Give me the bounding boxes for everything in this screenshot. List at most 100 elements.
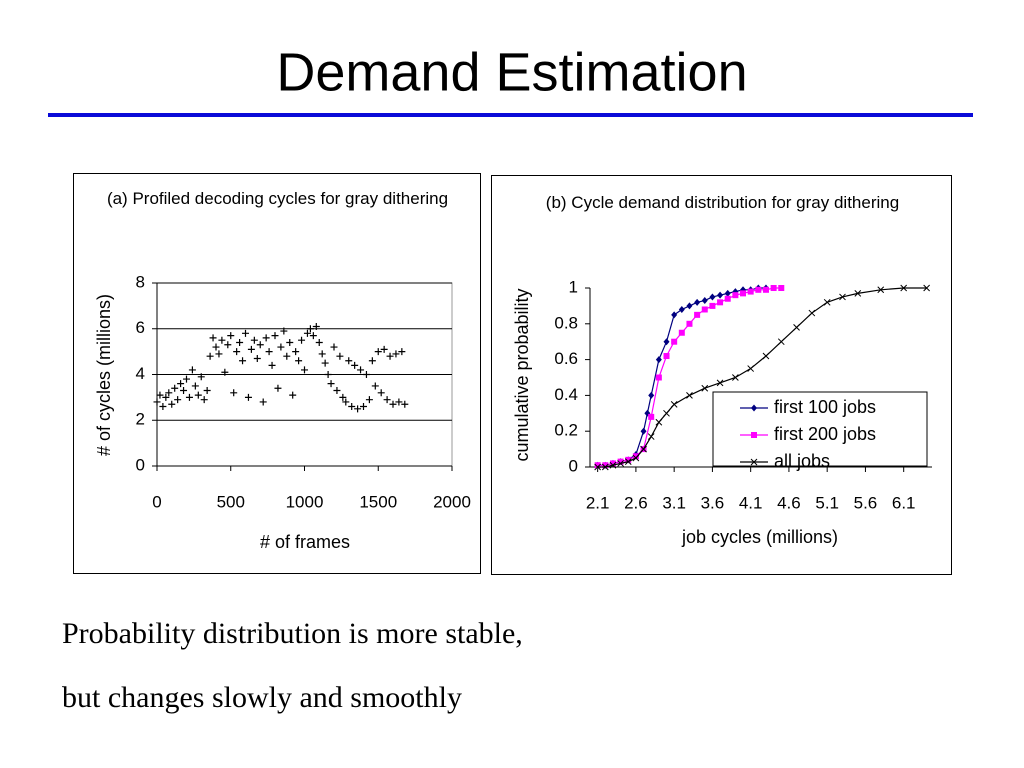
data-point bbox=[717, 291, 724, 299]
data-point bbox=[747, 288, 754, 295]
data-point bbox=[389, 400, 397, 408]
x-tick-label: 2.1 bbox=[586, 493, 610, 512]
data-point bbox=[271, 332, 279, 340]
slide-title: Demand Estimation bbox=[276, 42, 747, 102]
data-point bbox=[770, 285, 777, 291]
data-point bbox=[259, 398, 267, 406]
data-point bbox=[185, 393, 193, 401]
legend-marker bbox=[751, 432, 757, 438]
data-point bbox=[716, 379, 724, 387]
data-point bbox=[168, 400, 176, 408]
data-point bbox=[762, 352, 770, 360]
y-tick-label: 0 bbox=[569, 456, 578, 475]
y-tick-label: 8 bbox=[136, 272, 145, 291]
data-point bbox=[648, 391, 655, 399]
y-axis-label: cumulative probability bbox=[512, 288, 532, 461]
data-point bbox=[345, 357, 353, 365]
legend-label: first 200 jobs bbox=[774, 424, 876, 444]
data-point bbox=[663, 409, 670, 417]
chart-title-box: (b) Cycle demand distribution for gray d… bbox=[546, 193, 899, 212]
data-point bbox=[648, 413, 655, 420]
data-point bbox=[694, 311, 701, 318]
data-point bbox=[247, 345, 255, 353]
legend-label: first 100 jobs bbox=[774, 397, 876, 417]
data-point bbox=[306, 325, 314, 333]
x-tick-label: 6.1 bbox=[892, 493, 916, 512]
data-point bbox=[200, 396, 208, 404]
data-point bbox=[250, 336, 258, 344]
data-point bbox=[777, 338, 785, 346]
data-point bbox=[177, 380, 185, 388]
data-point bbox=[206, 352, 214, 360]
data-point bbox=[383, 396, 391, 404]
x-tick-label: 1000 bbox=[286, 492, 324, 511]
x-tick-label: 3.6 bbox=[701, 493, 725, 512]
data-point bbox=[632, 454, 640, 462]
x-axis-label: # of frames bbox=[260, 532, 350, 552]
data-point bbox=[171, 384, 179, 392]
data-point bbox=[180, 387, 188, 395]
data-point bbox=[295, 357, 303, 365]
data-point bbox=[153, 398, 161, 406]
y-tick-label: 0.2 bbox=[554, 421, 578, 440]
data-point bbox=[183, 375, 190, 383]
data-point bbox=[280, 327, 288, 335]
data-point bbox=[209, 334, 217, 342]
data-point bbox=[678, 329, 685, 336]
data-point bbox=[156, 391, 164, 399]
x-tick-label: 500 bbox=[217, 492, 245, 511]
data-point bbox=[242, 329, 249, 337]
data-point bbox=[609, 460, 616, 467]
data-point bbox=[318, 350, 326, 358]
data-point bbox=[601, 463, 609, 471]
y-tick-label: 0.6 bbox=[554, 349, 578, 368]
data-point bbox=[594, 463, 602, 471]
data-point bbox=[239, 357, 247, 365]
data-point bbox=[191, 382, 199, 390]
data-point bbox=[640, 427, 647, 435]
data-point bbox=[253, 354, 261, 362]
data-point bbox=[678, 305, 685, 313]
data-point bbox=[333, 387, 341, 395]
data-point bbox=[342, 398, 350, 406]
chart-title-box: (a) Profiled decoding cycles for gray di… bbox=[106, 189, 449, 208]
data-point bbox=[778, 285, 785, 291]
data-point bbox=[286, 338, 294, 346]
y-tick-label: 4 bbox=[136, 364, 145, 383]
data-point bbox=[174, 396, 182, 404]
x-tick-label: 0 bbox=[152, 492, 161, 511]
data-point bbox=[371, 382, 379, 390]
data-point bbox=[301, 366, 308, 374]
data-point bbox=[339, 393, 347, 401]
body-text: Probability distribution is more stable, bbox=[62, 617, 523, 650]
data-point bbox=[303, 329, 311, 337]
data-point bbox=[194, 391, 202, 399]
data-point bbox=[839, 293, 846, 301]
x-tick-label: 5.1 bbox=[815, 493, 839, 512]
data-point bbox=[686, 302, 693, 310]
data-point bbox=[640, 445, 647, 453]
data-point bbox=[625, 456, 632, 463]
data-point bbox=[324, 371, 332, 378]
data-point bbox=[617, 460, 624, 467]
data-point bbox=[923, 284, 930, 292]
data-point bbox=[762, 286, 769, 293]
data-point bbox=[793, 324, 800, 331]
legend-marker bbox=[751, 404, 757, 412]
y-tick-label: 1 bbox=[569, 277, 578, 296]
chart-title: (a) Profiled decoding cycles for gray di… bbox=[106, 189, 449, 208]
data-point bbox=[283, 352, 291, 360]
y-tick-label: 0.4 bbox=[554, 385, 578, 404]
data-point bbox=[277, 343, 285, 351]
data-point bbox=[380, 345, 388, 353]
x-tick-label: 4.1 bbox=[739, 493, 763, 512]
data-point bbox=[724, 289, 731, 297]
data-point bbox=[256, 341, 264, 349]
data-point bbox=[701, 297, 708, 305]
data-point bbox=[212, 343, 220, 351]
data-point bbox=[900, 284, 908, 292]
data-point bbox=[694, 298, 701, 306]
data-point bbox=[268, 361, 276, 369]
data-point bbox=[401, 400, 409, 408]
